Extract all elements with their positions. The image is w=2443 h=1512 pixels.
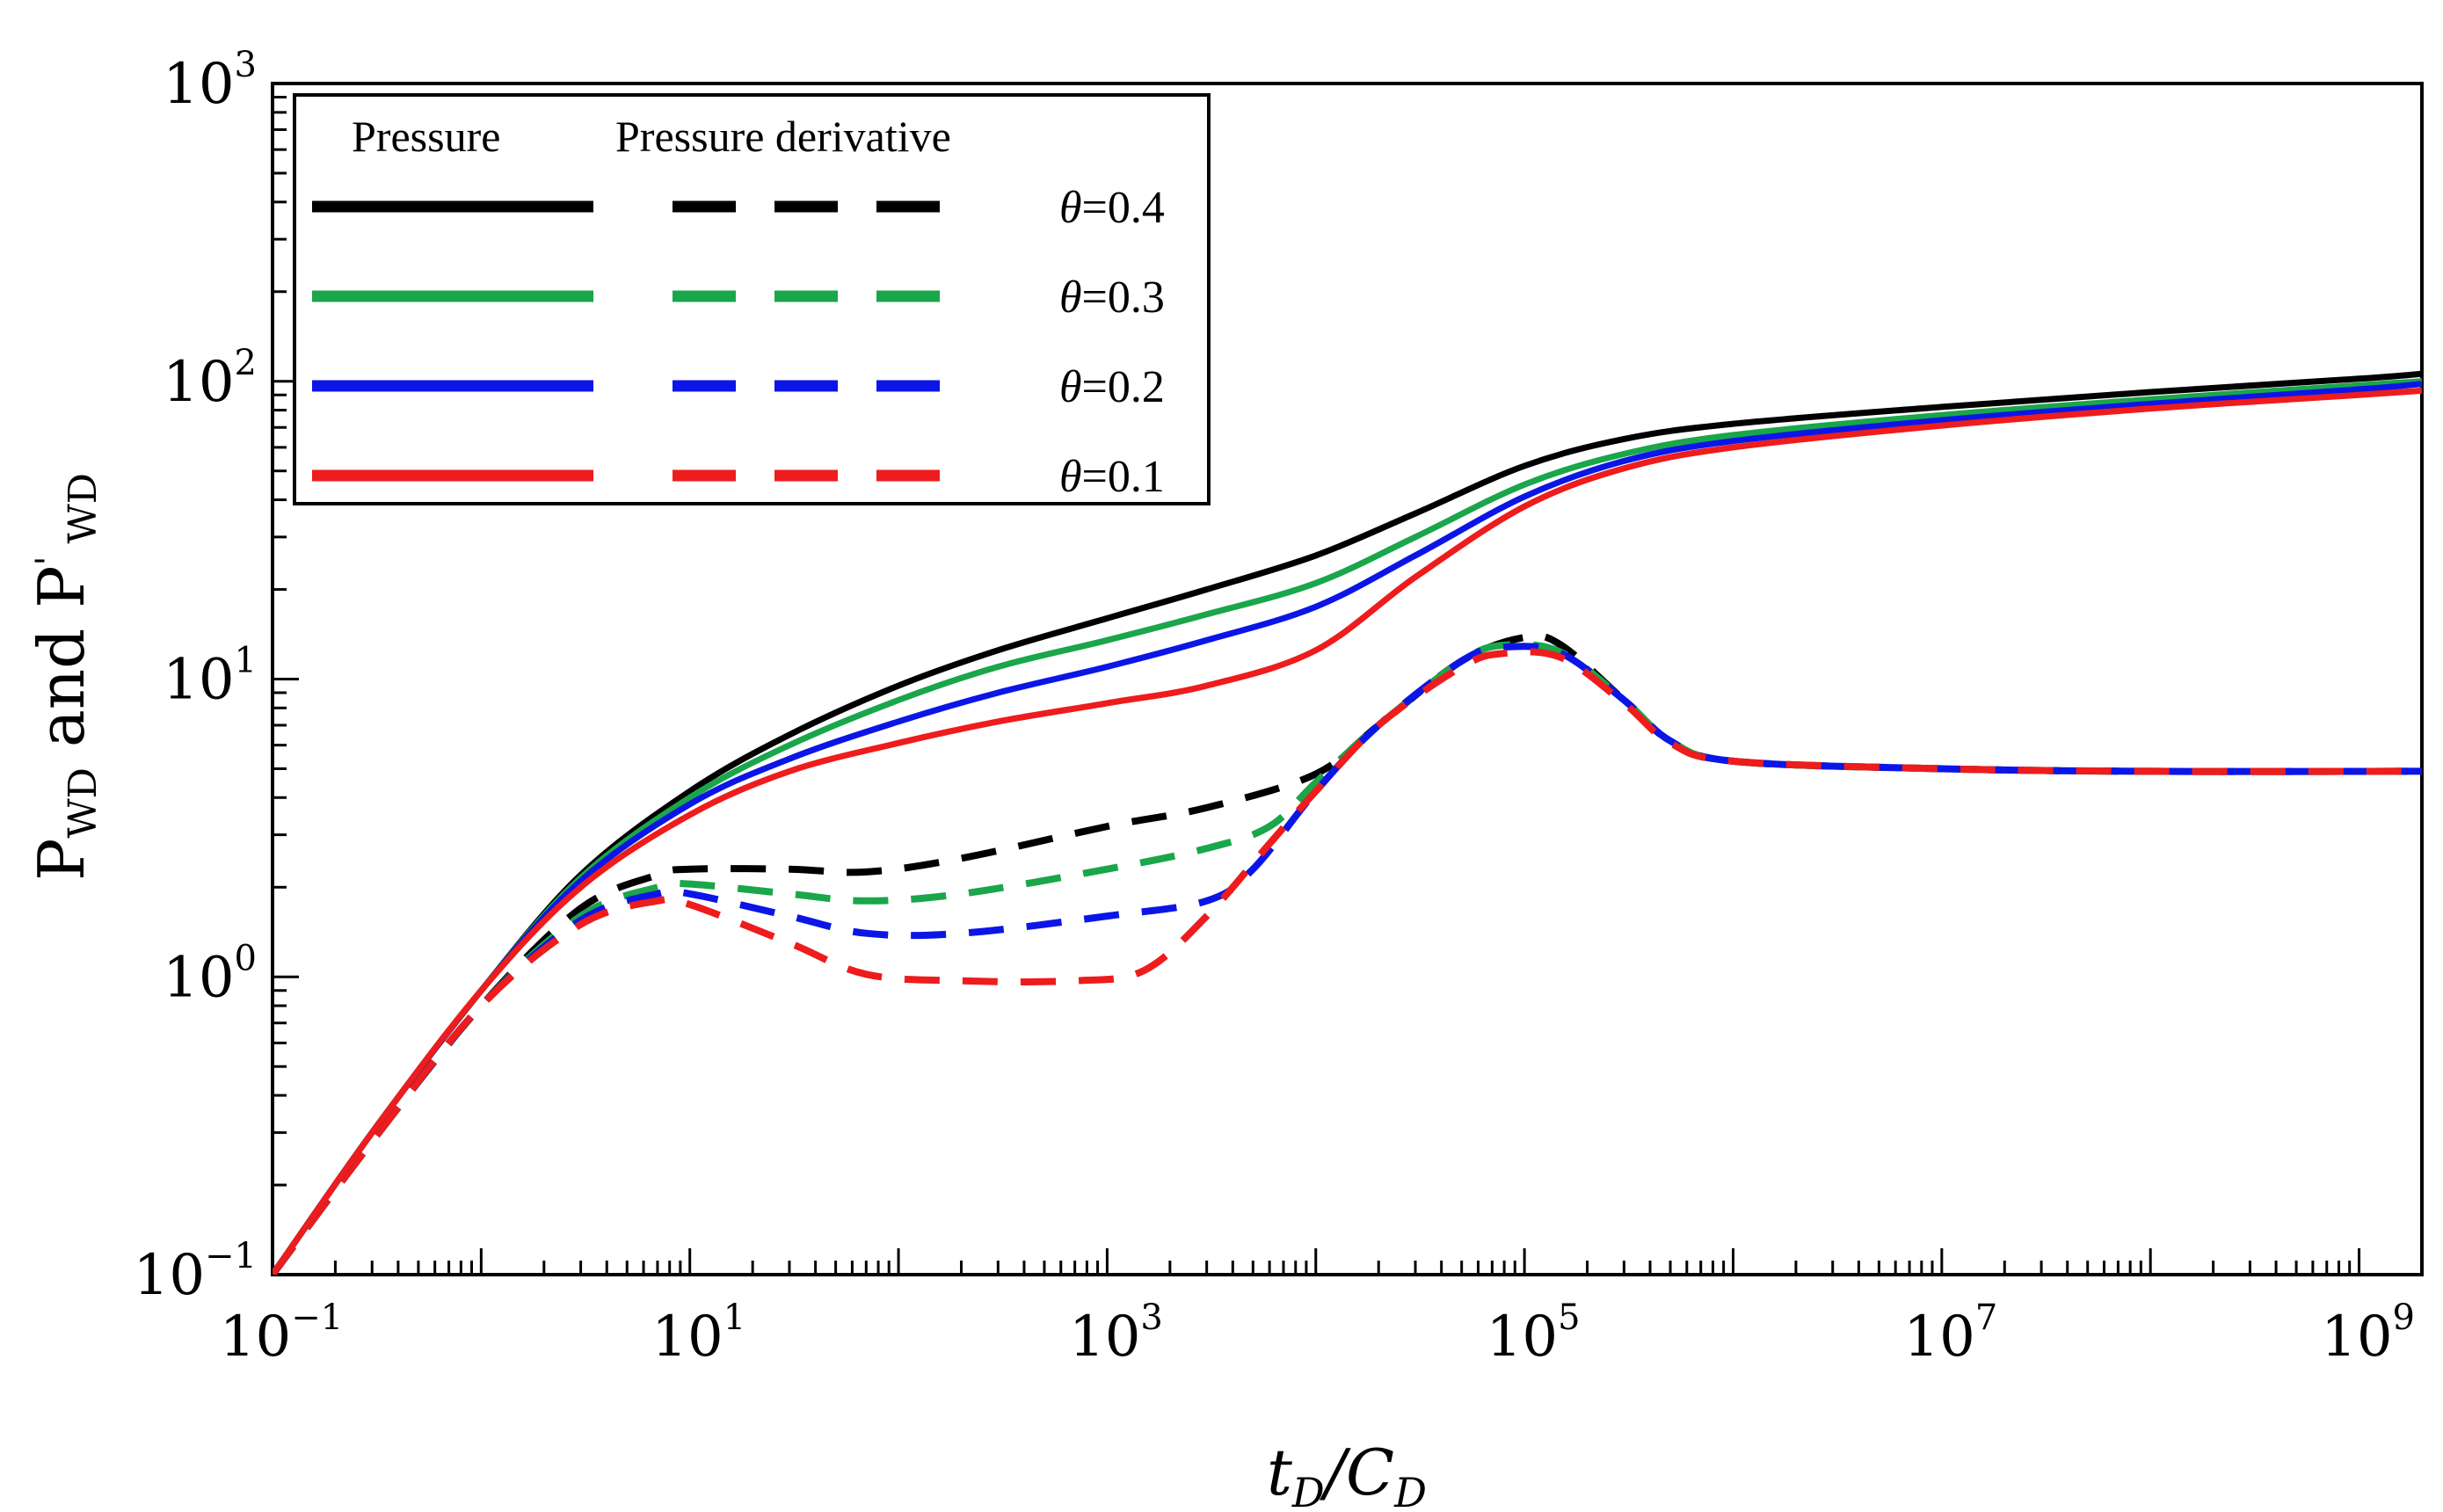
x-tick-label: 10−1 xyxy=(220,1298,343,1370)
legend-row: θ=0.3 xyxy=(312,273,1165,323)
legend-label: θ=0.4 xyxy=(1059,183,1165,233)
y-tick-label: 100 xyxy=(163,938,257,1010)
y-tick-label: 101 xyxy=(163,641,257,713)
y-tick-labels: 10−1 100 101 102 103 xyxy=(134,45,257,1308)
axis-ticks xyxy=(271,82,2424,1276)
legend-label: θ=0.3 xyxy=(1059,273,1165,323)
legend-label: θ=0.1 xyxy=(1059,452,1165,502)
derivative-line xyxy=(273,648,2422,1275)
x-tick-label: 103 xyxy=(1069,1298,1163,1370)
y-tick-label: 103 xyxy=(163,45,257,117)
x-tick-label: 101 xyxy=(651,1298,745,1370)
legend-row: θ=0.1 xyxy=(312,452,1165,502)
x-axis-title: tD/CD xyxy=(1267,1436,1427,1512)
y-axis-title: PWD and P' WD xyxy=(25,473,105,881)
x-tick-label: 107 xyxy=(1903,1298,1997,1370)
x-tick-labels: 10−1 101 103 105 107 109 xyxy=(220,1298,2415,1370)
y-tick-label: 102 xyxy=(163,343,257,415)
pressure-line xyxy=(273,381,2422,1275)
pressure-line xyxy=(273,387,2422,1275)
plot-curves xyxy=(273,370,2422,1275)
legend-header-pressure: Pressure xyxy=(352,112,500,161)
legend-row: θ=0.4 xyxy=(312,183,1165,233)
y-tick-label: 10−1 xyxy=(134,1236,257,1308)
x-tick-label: 109 xyxy=(2321,1298,2415,1370)
x-tick-label: 105 xyxy=(1487,1298,1581,1370)
legend-row: θ=0.2 xyxy=(312,362,1165,412)
legend-header-derivative: Pressure derivative xyxy=(615,112,951,161)
legend: Pressure Pressure derivative θ=0.4 θ=0.3 θ… xyxy=(293,93,1211,505)
legend-label: θ=0.2 xyxy=(1059,362,1165,412)
